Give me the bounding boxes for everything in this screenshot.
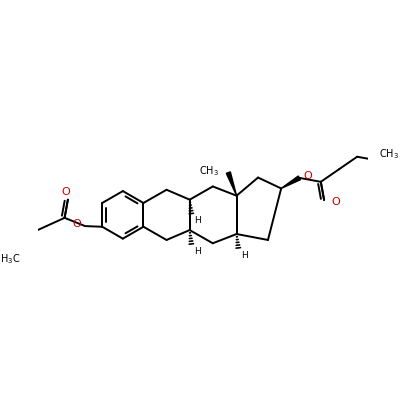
Text: O: O [331,197,340,207]
Text: H: H [194,216,201,225]
Text: CH$_3$: CH$_3$ [199,164,219,178]
Text: O: O [72,220,81,230]
Text: H$_3$C: H$_3$C [0,252,21,266]
Polygon shape [226,172,236,196]
Text: O: O [304,171,312,181]
Text: CH$_3$: CH$_3$ [379,147,399,161]
Text: H: H [194,246,201,256]
Polygon shape [281,176,300,188]
Text: H: H [241,250,248,260]
Text: O: O [62,188,71,198]
